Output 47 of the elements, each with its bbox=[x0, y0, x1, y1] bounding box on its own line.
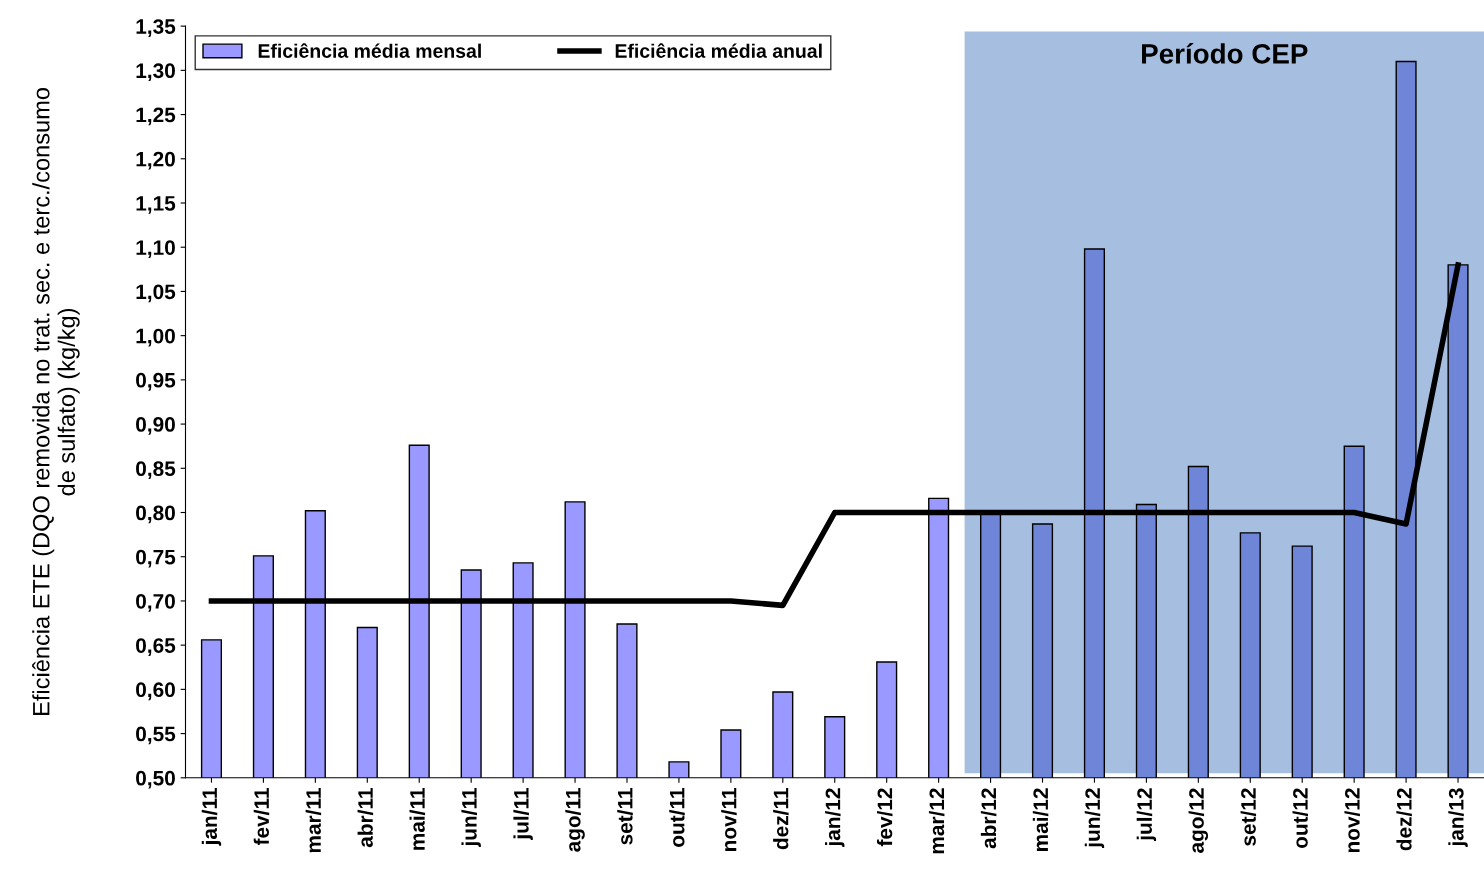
x-tick-label: mai/11 bbox=[409, 788, 426, 850]
x-tick-label: out/11 bbox=[669, 788, 685, 847]
x-tick-label: dez/11 bbox=[773, 788, 789, 850]
x-tick-label: jun/12 bbox=[1084, 788, 1105, 849]
y-tick-label: 0,65 bbox=[136, 638, 176, 656]
legend-label: Eficiência média mensal bbox=[258, 43, 481, 58]
band-label: Período CEP bbox=[1142, 43, 1308, 64]
x-tick-label: nov/11 bbox=[721, 788, 737, 851]
x-tick-label: jun/11 bbox=[461, 788, 481, 847]
x-tick-label: mar/11 bbox=[305, 788, 322, 853]
x-tick-label: mai/12 bbox=[1032, 788, 1049, 852]
x-tick-label: ago/12 bbox=[1188, 788, 1209, 853]
x-tick-label: out/12 bbox=[1292, 788, 1309, 849]
x-tick-label: dez/12 bbox=[1396, 788, 1412, 851]
y-tick-label: 0,85 bbox=[136, 461, 176, 480]
y-tick-label: 0,50 bbox=[136, 770, 175, 789]
x-tick-label: ago/11 bbox=[565, 788, 585, 852]
y-tick-label: 1,25 bbox=[136, 107, 176, 126]
y-tick-label: 0,80 bbox=[136, 505, 175, 524]
x-tick-label: nov/12 bbox=[1344, 788, 1360, 853]
x-tick-label: fev/11 bbox=[253, 788, 270, 846]
y-tick-label: 1,35 bbox=[136, 19, 176, 37]
x-tick-label: jan/12 bbox=[825, 788, 845, 847]
y-axis-title: Eficiência ETE (DQO removida no trat. sec. e terc./consumo de sulfato) (kg/kg) bbox=[32, 88, 80, 715]
x-tick-label: set/11 bbox=[617, 788, 633, 845]
y-tick-label: 1,30 bbox=[136, 63, 175, 82]
x-tick-label: set/12 bbox=[1240, 788, 1257, 846]
x-tick-label: abr/12 bbox=[980, 788, 997, 849]
y-tick-label: 0,70 bbox=[136, 593, 175, 612]
x-tick-label: fev/12 bbox=[876, 788, 893, 847]
y-tick-label: 1,15 bbox=[136, 196, 176, 214]
x-tick-label: jan/11 bbox=[201, 788, 222, 846]
x-tick-label: jul/11 bbox=[513, 788, 533, 840]
y-tick-label: 0,55 bbox=[136, 726, 176, 745]
x-tick-label: mar/12 bbox=[928, 788, 945, 854]
x-tick-label: jan/13 bbox=[1448, 788, 1468, 847]
legend-label: Eficiência média anual bbox=[615, 43, 822, 58]
y-tick-label: 1,05 bbox=[136, 284, 176, 303]
y-tick-label: 0,60 bbox=[136, 682, 175, 701]
y-tick-label: 0,95 bbox=[136, 372, 176, 391]
x-tick-label: abr/11 bbox=[357, 788, 374, 848]
y-tick-label: 0,90 bbox=[136, 417, 175, 435]
y-tick-label: 0,75 bbox=[136, 549, 176, 568]
x-tick-label: jul/12 bbox=[1136, 788, 1157, 842]
y-tick-label: 1,00 bbox=[136, 328, 175, 347]
y-tick-label: 1,20 bbox=[136, 151, 175, 170]
y-tick-label: 1,10 bbox=[136, 240, 175, 258]
